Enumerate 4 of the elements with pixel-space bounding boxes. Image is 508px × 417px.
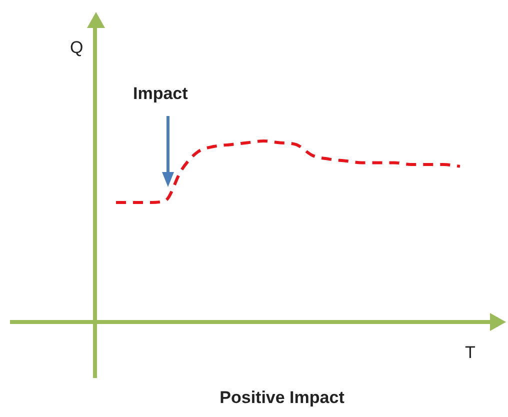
text: Impact xyxy=(133,84,188,104)
text: Positive Impact xyxy=(218,388,346,408)
x-axis-title: T xyxy=(465,343,476,363)
text: Q xyxy=(70,38,84,58)
